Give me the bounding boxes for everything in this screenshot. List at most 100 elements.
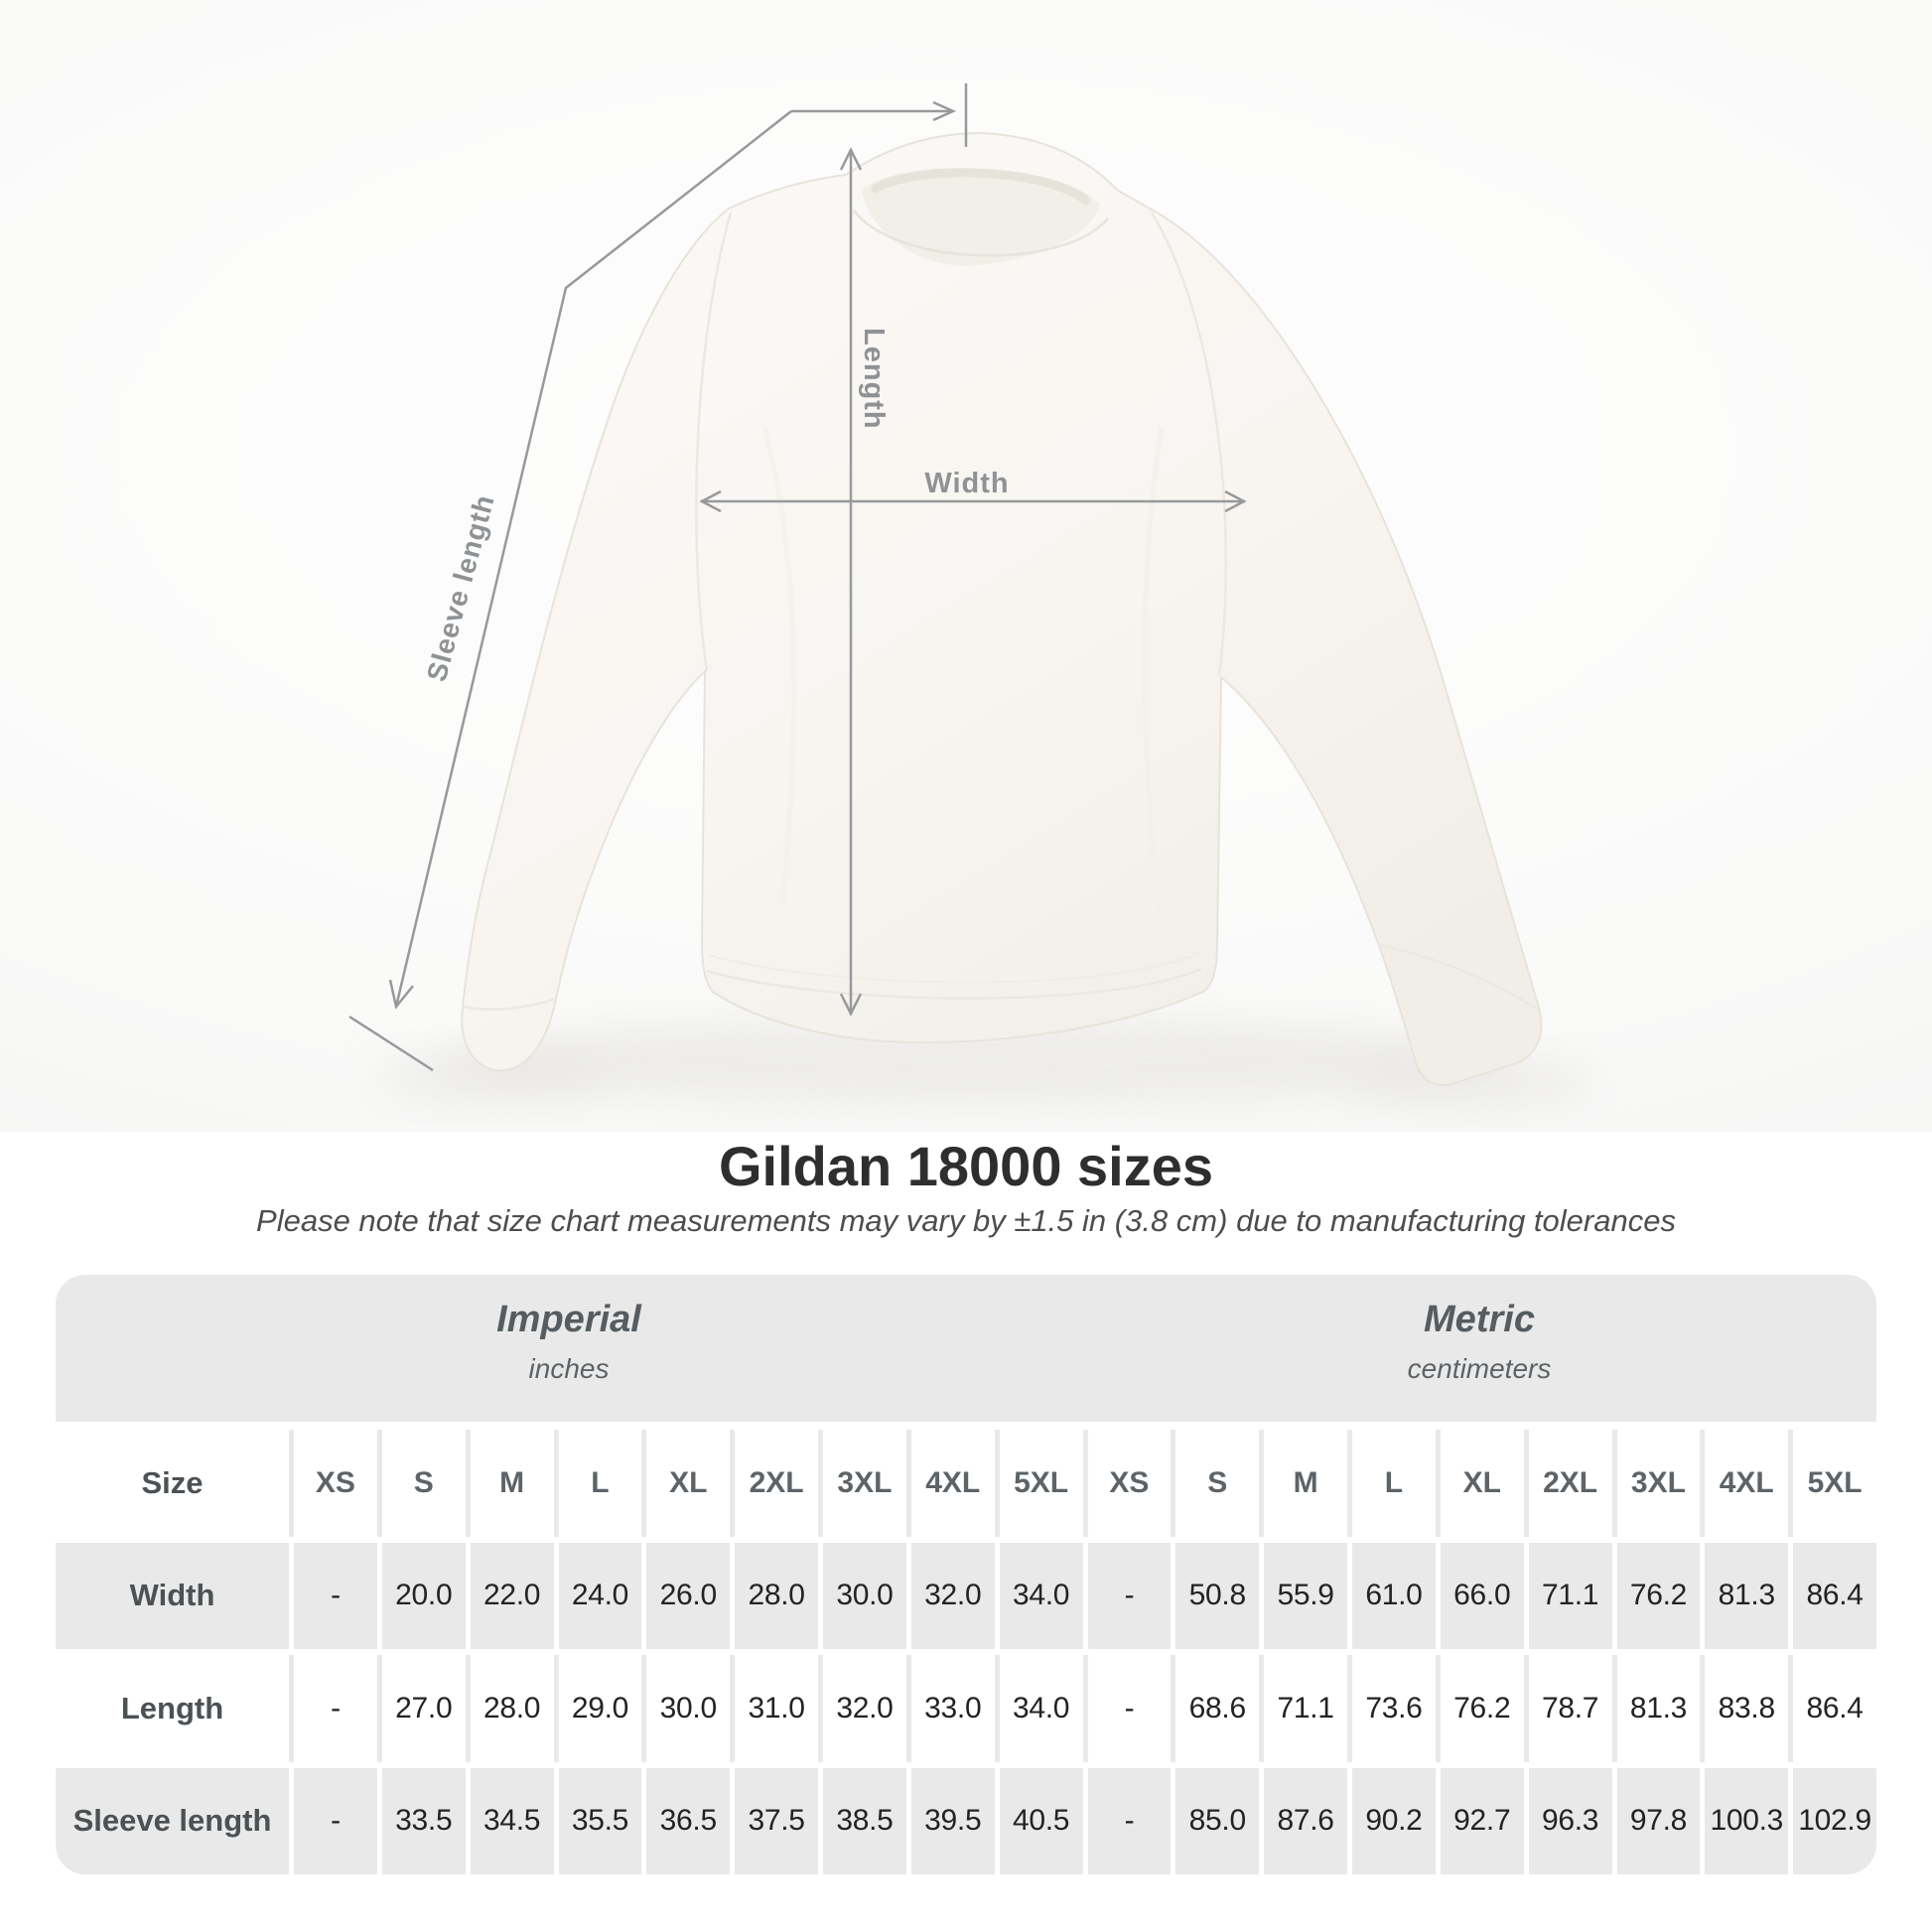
sleeve-length-label: Sleeve length	[421, 491, 500, 685]
value-cell-metric: 90.2	[1347, 1767, 1436, 1874]
row-label: Width	[56, 1542, 289, 1649]
value-cell-imperial: 30.0	[818, 1542, 906, 1649]
value-cell-imperial: 22.0	[465, 1542, 554, 1649]
unit-group-header: Imperial inches Metric centimeters	[56, 1275, 1876, 1422]
value-cell-metric: 50.8	[1171, 1542, 1260, 1649]
metric-group-header: Metric centimeters	[1082, 1299, 1876, 1385]
size-header-imperial: 2XL	[730, 1430, 818, 1537]
page-title: Gildan 18000 sizes	[718, 1135, 1214, 1197]
size-column-header: Size	[56, 1430, 289, 1537]
value-cell-metric: 73.6	[1347, 1655, 1436, 1762]
metric-group-unit: centimeters	[1407, 1353, 1552, 1384]
sweatshirt-body	[461, 131, 1543, 1086]
value-cell-imperial: 40.5	[994, 1767, 1083, 1874]
row-label: Sleeve length	[56, 1767, 289, 1874]
width-arrowhead-left	[699, 489, 722, 513]
garment-seams	[462, 211, 1538, 1011]
measurement-lines	[348, 83, 1247, 1072]
value-cell-metric: 76.2	[1611, 1542, 1701, 1649]
value-cell-metric: 66.0	[1435, 1542, 1524, 1649]
value-cell-metric: 76.2	[1435, 1655, 1524, 1762]
size-header-metric: 4XL	[1700, 1430, 1789, 1537]
value-cell-imperial: 33.0	[905, 1655, 995, 1762]
size-header-imperial: 4XL	[905, 1430, 995, 1537]
value-cell-imperial: 26.0	[641, 1542, 731, 1649]
sleeve-length-end-tick	[348, 1015, 434, 1072]
width-label: Width	[924, 468, 1009, 499]
size-header-metric: S	[1171, 1430, 1260, 1537]
value-cell-metric: 83.8	[1700, 1655, 1789, 1762]
size-header-imperial: L	[553, 1430, 642, 1537]
size-header-metric: M	[1259, 1430, 1347, 1537]
value-cell-imperial: 37.5	[730, 1767, 818, 1874]
value-cell-imperial: -	[289, 1767, 377, 1874]
value-cell-metric: 85.0	[1171, 1767, 1260, 1874]
value-cell-metric: 71.1	[1259, 1655, 1347, 1762]
imperial-group-header: Imperial inches	[56, 1299, 1082, 1385]
value-cell-metric: 86.4	[1788, 1655, 1876, 1762]
value-cell-imperial: 34.0	[994, 1655, 1083, 1762]
value-cell-metric: 55.9	[1259, 1542, 1347, 1649]
sweatshirt-measurement-diagram: Length Width Sleeve length	[348, 83, 1593, 1108]
product-photo-section: Length Width Sleeve length	[0, 0, 1932, 1132]
size-header-imperial: 5XL	[994, 1430, 1083, 1537]
value-cell-metric: 68.6	[1171, 1655, 1260, 1762]
size-header-metric: XL	[1435, 1430, 1524, 1537]
length-arrowhead-top	[839, 147, 863, 171]
value-cell-metric: 86.4	[1788, 1542, 1876, 1649]
value-cell-metric: 87.6	[1259, 1767, 1347, 1874]
size-header-imperial: XS	[289, 1430, 377, 1537]
tolerance-note: Please note that size chart measurements…	[256, 1203, 1676, 1238]
value-cell-metric: 78.7	[1523, 1655, 1612, 1762]
top-guide-arrowhead	[932, 100, 957, 122]
value-cell-imperial: 28.0	[730, 1542, 818, 1649]
value-cell-metric: -	[1082, 1767, 1172, 1874]
row-label: Length	[56, 1655, 289, 1762]
value-cell-imperial: 38.5	[818, 1767, 906, 1874]
length-label: Length	[858, 328, 890, 430]
size-header-metric: XS	[1082, 1430, 1172, 1537]
value-cell-imperial: 28.0	[465, 1655, 554, 1762]
size-chart-table: Imperial inches Metric centimeters Size X…	[56, 1275, 1876, 1874]
value-cell-metric: 81.3	[1700, 1542, 1789, 1649]
size-header-metric: 2XL	[1523, 1430, 1612, 1537]
value-cell-imperial: 24.0	[553, 1542, 642, 1649]
value-cell-imperial: 39.5	[905, 1767, 995, 1874]
sleeve-length-line	[394, 110, 792, 1008]
value-cell-imperial: 27.0	[376, 1655, 466, 1762]
value-cell-imperial: 34.5	[465, 1767, 554, 1874]
value-cell-metric: 71.1	[1523, 1542, 1612, 1649]
value-cell-imperial: 31.0	[730, 1655, 818, 1762]
value-cell-imperial: 32.0	[818, 1655, 906, 1762]
garment-shadow	[377, 1015, 1593, 1108]
value-cell-imperial: 20.0	[376, 1542, 466, 1649]
value-cell-imperial: 33.5	[376, 1767, 466, 1874]
size-header-imperial: 3XL	[818, 1430, 906, 1537]
value-cell-metric: 96.3	[1523, 1767, 1612, 1874]
value-cell-metric: 102.9	[1788, 1767, 1876, 1874]
value-cell-metric: 81.3	[1611, 1655, 1701, 1762]
value-cell-imperial: 30.0	[641, 1655, 731, 1762]
value-cell-metric: 97.8	[1611, 1767, 1701, 1874]
value-cell-metric: 100.3	[1700, 1767, 1789, 1874]
size-header-metric: 5XL	[1788, 1430, 1876, 1537]
imperial-group-title: Imperial	[496, 1299, 641, 1340]
collar-rib-seam	[853, 209, 1109, 257]
width-arrowhead-right	[1224, 489, 1247, 513]
value-cell-metric: -	[1082, 1542, 1172, 1649]
metric-group-title: Metric	[1424, 1299, 1535, 1340]
size-header-metric: L	[1347, 1430, 1436, 1537]
size-header-imperial: XL	[641, 1430, 731, 1537]
imperial-group-unit: inches	[528, 1353, 610, 1384]
value-cell-imperial: -	[289, 1542, 377, 1649]
size-header-imperial: M	[465, 1430, 554, 1537]
value-cell-imperial: 34.0	[994, 1542, 1083, 1649]
value-cell-imperial: 36.5	[641, 1767, 731, 1874]
measurements-grid: Size XS S M L XL 2XL 3XL 4XL 5XL XS S M L XL 2XL 3XL 4XL 5…	[56, 1430, 1876, 1874]
value-cell-metric: -	[1082, 1655, 1172, 1762]
collar-inner-shadow	[871, 168, 1091, 206]
value-cell-metric: 92.7	[1435, 1767, 1524, 1874]
value-cell-imperial: 32.0	[905, 1542, 995, 1649]
collar-opening	[862, 168, 1100, 266]
value-cell-imperial: 35.5	[553, 1767, 642, 1874]
